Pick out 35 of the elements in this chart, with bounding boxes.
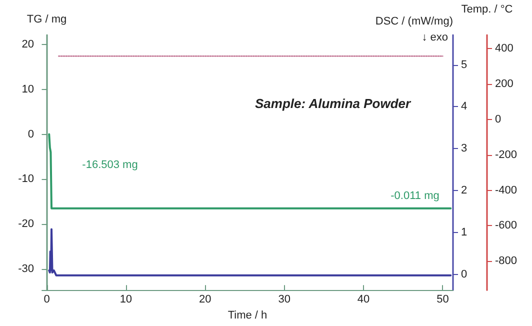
y3-axis-title: Temp. / °C [461, 4, 513, 16]
x-tick-label: 30 [278, 294, 290, 306]
x-tick-label: 10 [120, 294, 132, 306]
annotation: Sample: Alumina Powder [255, 96, 412, 111]
x-tick-label: 50 [436, 294, 449, 306]
x-tick-label: 0 [44, 294, 50, 306]
x-tick-label: 20 [199, 294, 212, 306]
y-tick-label: -30 [18, 262, 34, 275]
y3-tick-label: -200 [495, 148, 518, 161]
y3-tick-label: 400 [495, 42, 514, 54]
y2-tick-label: 4 [461, 100, 468, 113]
line-series [48, 228, 452, 276]
y3-tick-label: -800 [495, 255, 518, 268]
annotation: ↓ exo [422, 32, 448, 44]
y2-axis-title: DSC / (mW/mg) [375, 16, 453, 28]
y-tick-label: 20 [22, 38, 34, 50]
y-tick-label: -20 [18, 218, 34, 230]
y3-tick-label: -600 [495, 220, 518, 232]
y-tick-label: -10 [18, 173, 34, 186]
y3-tick-label: 0 [495, 113, 502, 126]
y2-tick-label: 1 [461, 226, 468, 239]
y-tick-label: 10 [22, 83, 34, 96]
y3-tick-label: -400 [495, 184, 518, 196]
annotation: -0.011 mg [390, 190, 440, 202]
y2-tick-label: 5 [461, 58, 468, 71]
y2-tick-label: 3 [461, 142, 468, 155]
x-axis-title: Time / h [228, 310, 268, 322]
x-tick-label: 40 [357, 294, 370, 306]
annotation: -16.503 mg [82, 159, 138, 171]
y-tick-label: 0 [28, 128, 34, 140]
y2-tick-label: 2 [461, 184, 468, 197]
line-series [48, 133, 452, 210]
y3-tick-label: 200 [495, 78, 514, 90]
y2-tick-label: 0 [461, 268, 468, 281]
y-axis-title: TG / mg [26, 14, 67, 26]
